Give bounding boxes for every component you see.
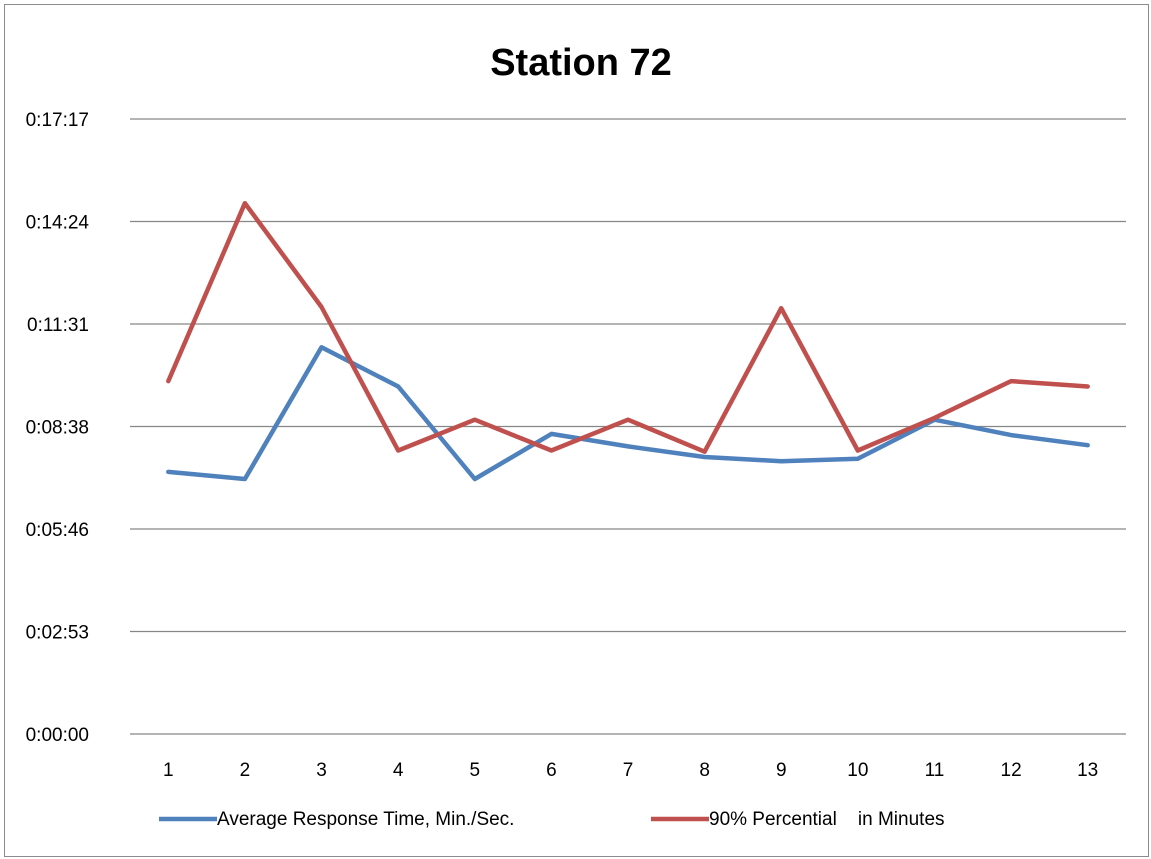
y-tick-label: 0:00:00 (26, 725, 89, 746)
y-tick-label: 0:11:31 (27, 315, 89, 336)
series-lines (166, 200, 1090, 482)
x-tick-label: 6 (546, 760, 557, 781)
gridlines (130, 118, 1126, 735)
series-line-1 (166, 345, 1090, 482)
x-tick-label: 10 (847, 760, 868, 781)
x-tick-label: 3 (316, 760, 327, 781)
chart-frame: Station 72 0:00:00 0:02:53 0:05:46 0:08:38 0… (4, 4, 1149, 857)
chart-svg: Station 72 0:00:000:02:530:05:460:08:380… (26, 42, 1126, 830)
x-tick-label: 7 (623, 760, 634, 781)
x-tick-label: 8 (699, 760, 710, 781)
y-tick-label: 0:08:38 (26, 418, 89, 439)
legend-label: Average Response Time, Min./Sec. (217, 809, 514, 830)
x-tick-label: 4 (393, 760, 404, 781)
series-line-2 (166, 200, 1090, 454)
y-tick-label: 0:14:24 (26, 213, 90, 234)
legend-label: 90% Percential in Minutes (709, 809, 945, 830)
chart-title: Station 72 (490, 42, 672, 84)
x-tick-label: 9 (776, 760, 787, 781)
x-tick-label: 2 (240, 760, 251, 781)
x-tick-label: 1 (163, 760, 174, 781)
x-tick-label: 5 (469, 760, 480, 781)
x-tick-label: 12 (1001, 760, 1022, 781)
x-tick-label: 11 (925, 760, 945, 781)
legend: Average Response Time, Min./Sec. 90% Perc… (159, 809, 945, 830)
y-axis-ticks: 0:00:00 0:02:53 0:05:46 0:08:38 0:11:31 0:14:… (26, 110, 90, 746)
y-tick-label: 0:05:46 (26, 520, 89, 541)
x-tick-label: 13 (1077, 760, 1098, 781)
y-tick-label: 0:02:53 (26, 623, 89, 644)
y-tick-label: 0:17:17 (26, 110, 89, 131)
x-axis-ticks: 1 2 3 4 5 6 7 8 9 10 11 12 13 (163, 760, 1098, 781)
